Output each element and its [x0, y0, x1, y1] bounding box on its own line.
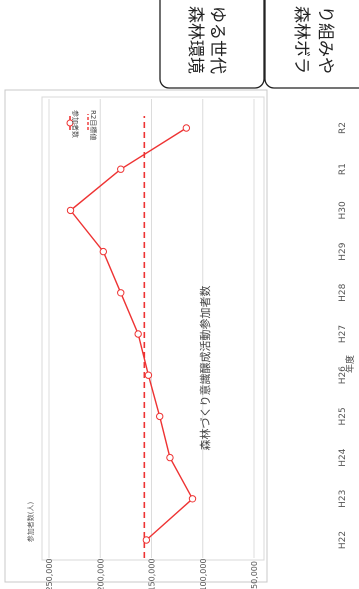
- data-point: [188, 495, 197, 503]
- x-tick-label: H24: [338, 448, 348, 466]
- y-axis-title: 参加者数(人): [26, 502, 35, 543]
- y-tick-label: 150,000: [148, 558, 157, 589]
- x-tick-label: R2: [338, 122, 348, 134]
- x-tick-label: H28: [338, 283, 348, 301]
- data-point: [134, 330, 142, 338]
- x-tick-label: R1: [338, 163, 348, 175]
- y-tick-label: 200,000: [96, 558, 105, 589]
- legend-label-participants: 参加者数: [71, 110, 80, 138]
- y-tick-label: 50,000: [250, 561, 259, 589]
- callout-box-1: 森林環境 ゆる世代: [159, 0, 265, 89]
- data-point: [117, 165, 125, 173]
- legend-label-target: R2目標値: [89, 110, 98, 140]
- callout-2-line2: り組みや: [315, 6, 335, 74]
- gridlines: [48, 99, 255, 558]
- data-points: [66, 124, 197, 544]
- x-tick-label: H30: [338, 201, 348, 219]
- x-axis-title: 年度: [344, 355, 356, 373]
- x-tick-label: H26: [338, 366, 348, 384]
- plot-area: [41, 96, 265, 561]
- data-point: [144, 371, 153, 379]
- x-tick-labels: H22 H23 H24 H25 H26 H27 H28 H29 H30 R1 R2: [338, 122, 348, 549]
- callout-1-line2: ゆる世代: [207, 6, 227, 74]
- data-point: [156, 412, 164, 421]
- x-tick-label: H27: [338, 325, 348, 343]
- x-tick-label: H22: [338, 531, 348, 549]
- callout-1-line1: 森林環境: [185, 6, 205, 74]
- y-tick-labels: 50,000 100,000 150,000 200,000 250,000: [45, 558, 259, 589]
- callout-box-2: 森林ボラ り組みや: [264, 0, 359, 89]
- data-point: [182, 124, 191, 132]
- callout-2-line1: 森林ボラ: [291, 6, 311, 74]
- y-tick-label: 100,000: [199, 558, 208, 589]
- data-point: [142, 536, 151, 544]
- data-point: [117, 289, 125, 297]
- y-tick-label: 250,000: [45, 558, 54, 589]
- data-point: [166, 453, 174, 462]
- x-tick-label: H25: [338, 407, 348, 425]
- x-tick-label: H29: [338, 242, 348, 260]
- data-point: [66, 206, 75, 215]
- x-tick-label: H23: [338, 490, 348, 508]
- data-point: [99, 247, 108, 256]
- legend-marker-participants: [66, 119, 74, 127]
- chart-title: 森林づくり意識醸成活動参加者数: [198, 286, 212, 451]
- legend: 参加者数 R2目標値: [66, 110, 98, 140]
